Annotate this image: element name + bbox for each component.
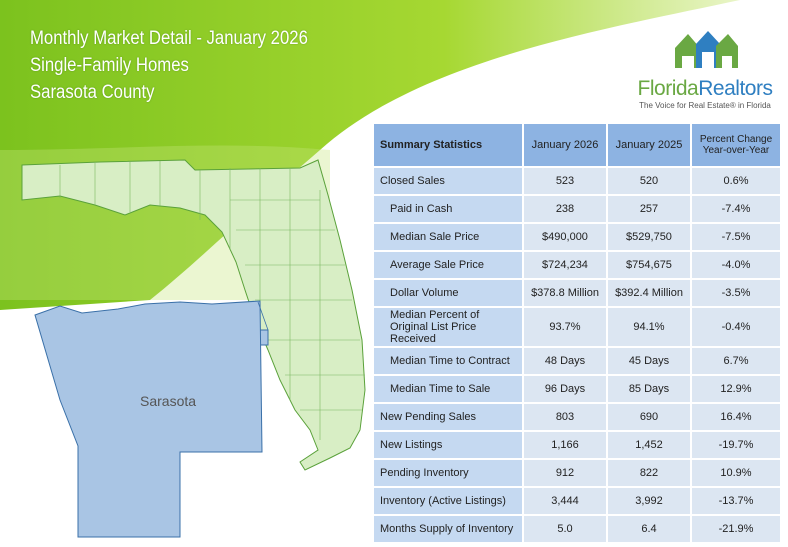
percent-change: 0.6% bbox=[692, 168, 780, 194]
houses-icon bbox=[675, 31, 738, 68]
summary-statistics-table: Summary Statistics January 2026 January … bbox=[372, 122, 782, 544]
value-2025: 3,992 bbox=[608, 488, 690, 514]
value-2025: 1,452 bbox=[608, 432, 690, 458]
value-2026: 93.7% bbox=[524, 308, 606, 346]
row-label: New Listings bbox=[374, 432, 522, 458]
table-row: New Pending Sales 803 690 16.4% bbox=[374, 404, 780, 430]
row-label: Median Sale Price bbox=[374, 224, 522, 250]
row-label: Median Percent of Original List Price Re… bbox=[374, 308, 522, 346]
value-2026: 48 Days bbox=[524, 348, 606, 374]
row-label: Months Supply of Inventory bbox=[374, 516, 522, 542]
header-change: Percent Change Year-over-Year bbox=[692, 124, 780, 166]
table-row: Average Sale Price $724,234 $754,675 -4.0% bbox=[374, 252, 780, 278]
percent-change: 6.7% bbox=[692, 348, 780, 374]
header-summary: Summary Statistics bbox=[374, 124, 522, 166]
percent-change: -4.0% bbox=[692, 252, 780, 278]
value-2026: 803 bbox=[524, 404, 606, 430]
page-subtitle: Single-Family Homes bbox=[30, 55, 189, 76]
table-row: Pending Inventory 912 822 10.9% bbox=[374, 460, 780, 486]
value-2025: 257 bbox=[608, 196, 690, 222]
logo-brand-florida: Florida bbox=[637, 77, 699, 100]
logo-brand-realtors: Realtors bbox=[698, 77, 773, 100]
value-2026: 1,166 bbox=[524, 432, 606, 458]
county-title: Sarasota County bbox=[30, 82, 155, 103]
table-row: Median Sale Price $490,000 $529,750 -7.5% bbox=[374, 224, 780, 250]
percent-change: 10.9% bbox=[692, 460, 780, 486]
value-2025: 6.4 bbox=[608, 516, 690, 542]
table-row: Dollar Volume $378.8 Million $392.4 Millio… bbox=[374, 280, 780, 306]
county-label: Sarasota bbox=[140, 393, 197, 409]
row-label: Median Time to Contract bbox=[374, 348, 522, 374]
florida-realtors-logo: FloridaRealtors The Voice for Real Estat… bbox=[630, 26, 780, 110]
value-2026: 3,444 bbox=[524, 488, 606, 514]
table-row: Median Time to Contract 48 Days 45 Days 6.7… bbox=[374, 348, 780, 374]
table-row: Paid in Cash 238 257 -7.4% bbox=[374, 196, 780, 222]
value-2025: 45 Days bbox=[608, 348, 690, 374]
percent-change: 16.4% bbox=[692, 404, 780, 430]
row-label: Average Sale Price bbox=[374, 252, 522, 278]
sarasota-inset bbox=[34, 300, 263, 538]
header-2026: January 2026 bbox=[524, 124, 606, 166]
table-row: Closed Sales 523 520 0.6% bbox=[374, 168, 780, 194]
row-label: Median Time to Sale bbox=[374, 376, 522, 402]
value-2025: $529,750 bbox=[608, 224, 690, 250]
percent-change: -3.5% bbox=[692, 280, 780, 306]
table-row: Median Time to Sale 96 Days 85 Days 12.9% bbox=[374, 376, 780, 402]
row-label: New Pending Sales bbox=[374, 404, 522, 430]
value-2026: 96 Days bbox=[524, 376, 606, 402]
logo-brand: FloridaRealtors bbox=[630, 77, 780, 101]
percent-change: -0.4% bbox=[692, 308, 780, 346]
value-2026: $490,000 bbox=[524, 224, 606, 250]
value-2026: $378.8 Million bbox=[524, 280, 606, 306]
table-header-row: Summary Statistics January 2026 January … bbox=[374, 124, 780, 166]
table-row: Inventory (Active Listings) 3,444 3,992 -13… bbox=[374, 488, 780, 514]
percent-change: -21.9% bbox=[692, 516, 780, 542]
row-label: Paid in Cash bbox=[374, 196, 522, 222]
value-2025: 822 bbox=[608, 460, 690, 486]
percent-change: 12.9% bbox=[692, 376, 780, 402]
value-2025: 85 Days bbox=[608, 376, 690, 402]
row-label: Pending Inventory bbox=[374, 460, 522, 486]
value-2025: $392.4 Million bbox=[608, 280, 690, 306]
table-row: Median Percent of Original List Price Re… bbox=[374, 308, 780, 346]
header-2025: January 2025 bbox=[608, 124, 690, 166]
value-2026: 238 bbox=[524, 196, 606, 222]
value-2025: 690 bbox=[608, 404, 690, 430]
value-2025: 520 bbox=[608, 168, 690, 194]
value-2026: 5.0 bbox=[524, 516, 606, 542]
row-label: Dollar Volume bbox=[374, 280, 522, 306]
value-2026: 523 bbox=[524, 168, 606, 194]
percent-change: -7.5% bbox=[692, 224, 780, 250]
value-2026: 912 bbox=[524, 460, 606, 486]
row-label: Inventory (Active Listings) bbox=[374, 488, 522, 514]
page-title: Monthly Market Detail - January 2026 bbox=[30, 28, 308, 49]
percent-change: -7.4% bbox=[692, 196, 780, 222]
percent-change: -13.7% bbox=[692, 488, 780, 514]
value-2025: $754,675 bbox=[608, 252, 690, 278]
value-2025: 94.1% bbox=[608, 308, 690, 346]
row-label: Closed Sales bbox=[374, 168, 522, 194]
value-2026: $724,234 bbox=[524, 252, 606, 278]
table-row: New Listings 1,166 1,452 -19.7% bbox=[374, 432, 780, 458]
table-row: Months Supply of Inventory 5.0 6.4 -21.9% bbox=[374, 516, 780, 542]
logo-tagline: The Voice for Real Estate® in Florida bbox=[639, 101, 771, 110]
percent-change: -19.7% bbox=[692, 432, 780, 458]
